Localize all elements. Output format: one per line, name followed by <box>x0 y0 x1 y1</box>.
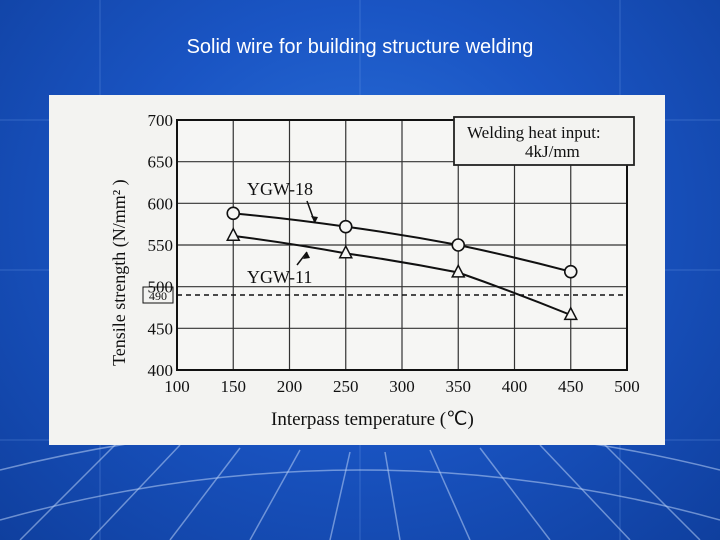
reference-label-box <box>142 286 174 304</box>
chart-axes: 100 150 200 250 300 350 400 450 500 400 450 500 550 6… <box>148 111 640 396</box>
series-label-YGW-18: YGW-18 <box>247 179 313 199</box>
y-tick-label: 550 <box>148 236 174 255</box>
x-tick-label: 150 <box>221 377 247 396</box>
series-line-YGW-18 <box>233 212 572 273</box>
y-tick-label: 450 <box>148 319 174 338</box>
annotation-line1: Welding heat input: <box>467 123 601 142</box>
slide-title: Solid wire for building structure weldin… <box>186 36 534 58</box>
reference-line: 490 <box>142 286 627 304</box>
data-point-YGW-18 <box>563 264 578 279</box>
data-point-YGW-11 <box>226 227 241 241</box>
x-tick-label: 250 <box>333 377 359 396</box>
chart-series: YGW-18 YGW-11 <box>226 179 578 321</box>
x-tick-label: 400 <box>502 377 528 396</box>
y-axis-label: Tensile strength (N/mm² ) <box>109 179 130 366</box>
data-point-YGW-18 <box>338 219 353 234</box>
series-pointer-head-YGW-11 <box>303 252 310 259</box>
x-tick-label: 450 <box>558 377 584 396</box>
data-point-YGW-18 <box>226 206 241 221</box>
reference-label: 490 <box>149 289 167 303</box>
tensile-strength-chart: 490 YGW-18 YGW-11 100 150 200 250 300 350 400 45… <box>109 111 640 430</box>
data-point-YGW-11 <box>338 244 353 259</box>
y-tick-label: 700 <box>148 111 174 130</box>
x-tick-label: 350 <box>446 377 472 396</box>
data-point-YGW-11 <box>451 263 466 278</box>
series-line-YGW-11 <box>233 234 572 316</box>
x-tick-label: 100 <box>164 377 190 396</box>
series-label-YGW-11: YGW-11 <box>247 267 312 287</box>
x-tick-label: 500 <box>614 377 640 396</box>
x-tick-label: 300 <box>389 377 415 396</box>
y-tick-label: 650 <box>148 153 174 172</box>
y-tick-label: 500 <box>148 278 174 297</box>
data-point-YGW-11 <box>563 306 578 321</box>
annotation-box <box>453 116 635 166</box>
y-tick-label: 400 <box>148 361 174 380</box>
x-axis-label: Interpass temperature (℃) <box>271 409 474 430</box>
annotation-line2: 4kJ/mm <box>525 142 580 161</box>
y-tick-label: 600 <box>148 194 174 213</box>
x-tick-label: 200 <box>277 377 303 396</box>
data-point-YGW-18 <box>451 238 466 252</box>
series-pointer-YGW-11 <box>296 251 308 266</box>
chart-figure: 490 YGW-18 YGW-11 100 150 200 250 300 350 400 45… <box>49 95 665 445</box>
series-pointer-head-YGW-18 <box>311 216 318 223</box>
plot-frame <box>176 119 628 371</box>
